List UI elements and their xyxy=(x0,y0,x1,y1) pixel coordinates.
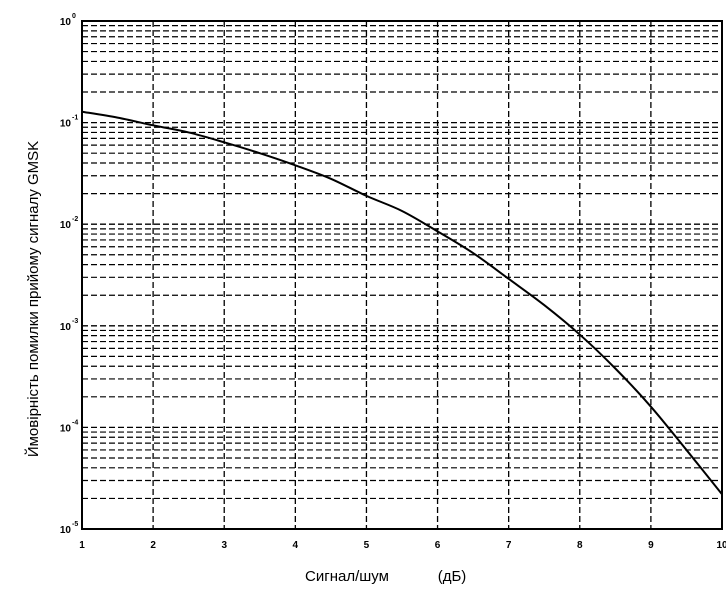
y-tick-base: 10 xyxy=(60,322,72,333)
x-tick-label: 7 xyxy=(506,540,512,551)
x-tick-label: 2 xyxy=(150,540,156,551)
x-tick-label: 3 xyxy=(221,540,227,551)
x-tick-labels: 1 2 3 4 5 6 7 8 9 10 xyxy=(79,540,726,551)
y-tick-exponent: -4 xyxy=(72,419,78,426)
grid xyxy=(82,21,722,529)
y-axis-label: Ймовірність помилки прийому сигналу GMSK xyxy=(24,141,42,457)
plot-frame xyxy=(81,20,723,530)
y-tick-label: 10-3 xyxy=(60,318,78,333)
x-tick-label: 9 xyxy=(648,540,654,551)
x-axis-label: Сигнал/шум xyxy=(305,568,389,585)
y-tick-label: 10-1 xyxy=(60,115,78,130)
x-tick-label: 5 xyxy=(364,540,370,551)
y-tick-exponent: -3 xyxy=(72,318,78,325)
y-tick-base: 10 xyxy=(60,525,72,536)
y-tick-base: 10 xyxy=(60,220,72,231)
y-tick-exponent: 0 xyxy=(72,13,76,20)
y-tick-base: 10 xyxy=(60,119,72,130)
x-tick-label: 6 xyxy=(435,540,441,551)
x-tick-label: 8 xyxy=(577,540,583,551)
y-tick-base: 10 xyxy=(60,423,72,434)
y-tick-exponent: -2 xyxy=(72,216,78,223)
y-tick-exponent: -1 xyxy=(72,115,78,122)
y-tick-exponent: -5 xyxy=(72,521,78,528)
y-tick-label: 10-2 xyxy=(60,216,78,231)
y-tick-label: 10-5 xyxy=(60,521,78,536)
x-tick-label: 1 xyxy=(79,540,85,551)
y-tick-label: 100 xyxy=(60,13,76,28)
y-tick-label: 10-4 xyxy=(60,419,78,434)
y-tick-base: 10 xyxy=(60,17,72,28)
x-tick-label: 4 xyxy=(293,540,299,551)
data-series xyxy=(81,110,723,495)
x-axis-unit: (дБ) xyxy=(438,568,467,585)
x-tick-label: 10 xyxy=(716,540,726,551)
series-line xyxy=(81,110,723,495)
